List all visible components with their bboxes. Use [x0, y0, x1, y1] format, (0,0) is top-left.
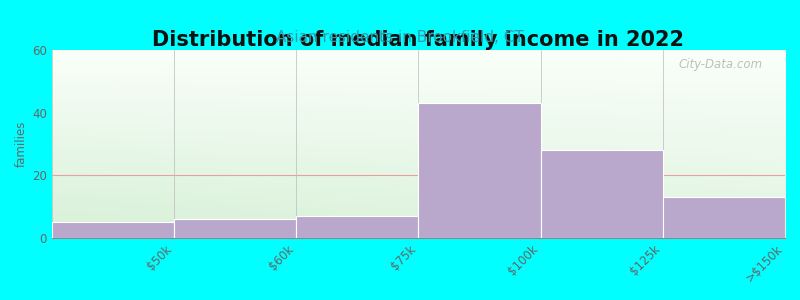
Text: City-Data.com: City-Data.com [679, 58, 763, 70]
Bar [174, 219, 296, 238]
Bar [541, 150, 663, 238]
Bar [52, 222, 174, 238]
Text: Asian residents in Brookfield, CT: Asian residents in Brookfield, CT [276, 30, 524, 45]
Bar [418, 103, 541, 238]
Bar [296, 216, 418, 238]
Bar [663, 197, 785, 238]
Title: Distribution of median family income in 2022: Distribution of median family income in … [153, 30, 685, 50]
Y-axis label: families: families [15, 121, 28, 167]
